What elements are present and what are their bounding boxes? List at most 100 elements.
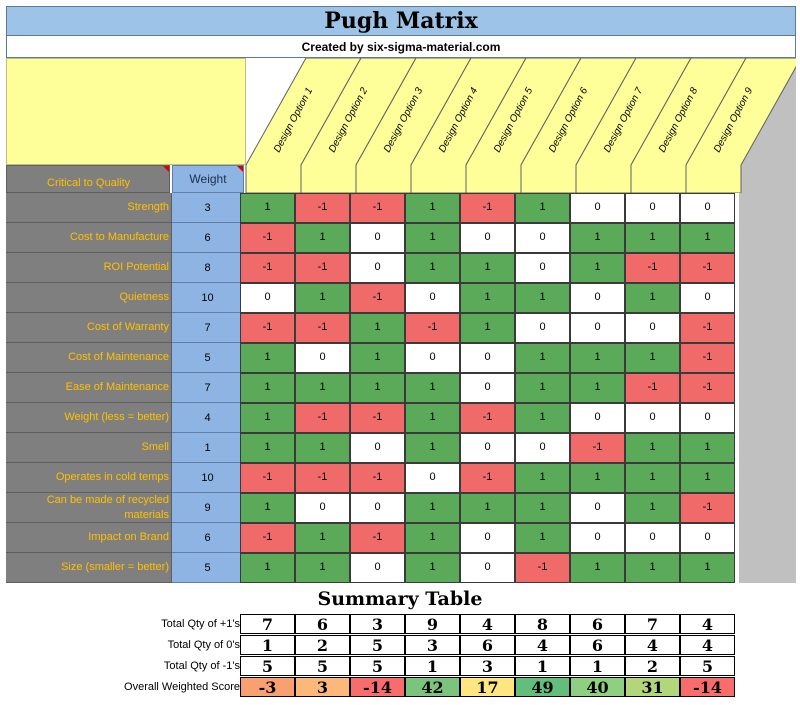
summary-cell[interactable]: 1 (240, 635, 295, 655)
summary-cell[interactable]: 17 (460, 677, 515, 697)
score-cell[interactable]: -1 (625, 373, 680, 403)
score-cell[interactable]: 1 (570, 343, 625, 373)
score-cell[interactable]: 1 (570, 463, 625, 493)
weight-cell[interactable]: 3 (172, 193, 244, 223)
score-cell[interactable]: 1 (515, 403, 570, 433)
score-cell[interactable]: 0 (680, 193, 735, 223)
score-cell[interactable]: 1 (405, 253, 460, 283)
score-cell[interactable]: 0 (460, 373, 515, 403)
score-cell[interactable]: 0 (240, 283, 295, 313)
score-cell[interactable]: 0 (515, 253, 570, 283)
score-cell[interactable]: 0 (350, 493, 405, 523)
score-cell[interactable]: 1 (515, 523, 570, 553)
score-cell[interactable]: 1 (295, 553, 350, 583)
ctq-label-cell[interactable]: Can be made of recycled materials (6, 493, 172, 523)
score-cell[interactable]: 1 (405, 403, 460, 433)
score-cell[interactable]: 1 (460, 283, 515, 313)
score-cell[interactable]: 1 (625, 343, 680, 373)
weight-header[interactable]: Weight (172, 165, 244, 193)
score-cell[interactable]: -1 (680, 253, 735, 283)
summary-cell[interactable]: 6 (570, 635, 625, 655)
score-cell[interactable]: -1 (350, 523, 405, 553)
score-cell[interactable]: 1 (350, 343, 405, 373)
score-cell[interactable]: 0 (570, 313, 625, 343)
score-cell[interactable]: -1 (295, 403, 350, 433)
summary-cell[interactable]: 5 (295, 656, 350, 676)
score-cell[interactable]: 0 (460, 553, 515, 583)
score-cell[interactable]: 0 (680, 283, 735, 313)
summary-cell[interactable]: 4 (625, 635, 680, 655)
score-cell[interactable]: 1 (625, 223, 680, 253)
score-cell[interactable]: 0 (625, 523, 680, 553)
score-cell[interactable]: 0 (570, 193, 625, 223)
weight-cell[interactable]: 5 (172, 343, 244, 373)
score-cell[interactable]: 0 (460, 523, 515, 553)
score-cell[interactable]: 1 (460, 253, 515, 283)
summary-cell[interactable]: 42 (405, 677, 460, 697)
score-cell[interactable]: -1 (460, 463, 515, 493)
weight-cell[interactable]: 9 (172, 493, 244, 523)
score-cell[interactable]: 1 (295, 223, 350, 253)
summary-cell[interactable]: 6 (570, 614, 625, 634)
score-cell[interactable]: 1 (405, 553, 460, 583)
summary-cell[interactable]: 31 (625, 677, 680, 697)
score-cell[interactable]: -1 (570, 433, 625, 463)
score-cell[interactable]: -1 (240, 223, 295, 253)
score-cell[interactable]: 1 (405, 193, 460, 223)
score-cell[interactable]: 1 (460, 493, 515, 523)
summary-cell[interactable]: 2 (625, 656, 680, 676)
summary-cell[interactable]: 6 (295, 614, 350, 634)
score-cell[interactable]: 0 (680, 523, 735, 553)
ctq-label-cell[interactable]: Strength (6, 193, 172, 223)
weight-cell[interactable]: 8 (172, 253, 244, 283)
score-cell[interactable]: 0 (460, 433, 515, 463)
summary-cell[interactable]: 3 (295, 677, 350, 697)
score-cell[interactable]: 0 (350, 253, 405, 283)
score-cell[interactable]: 0 (405, 343, 460, 373)
score-cell[interactable]: 0 (405, 283, 460, 313)
ctq-label-cell[interactable]: Cost to Manufacture (6, 223, 172, 253)
ctq-label-cell[interactable]: Operates in cold temps (6, 463, 172, 493)
ctq-label-cell[interactable]: Impact on Brand (6, 523, 172, 553)
score-cell[interactable]: -1 (240, 523, 295, 553)
score-cell[interactable]: 0 (515, 313, 570, 343)
score-cell[interactable]: 0 (350, 553, 405, 583)
score-cell[interactable]: 1 (405, 493, 460, 523)
score-cell[interactable]: 1 (405, 373, 460, 403)
score-cell[interactable]: 1 (460, 313, 515, 343)
score-cell[interactable]: -1 (515, 553, 570, 583)
score-cell[interactable]: 0 (570, 523, 625, 553)
summary-cell[interactable]: 1 (570, 656, 625, 676)
score-cell[interactable]: -1 (295, 313, 350, 343)
score-cell[interactable]: 1 (350, 373, 405, 403)
score-cell[interactable]: 1 (240, 403, 295, 433)
score-cell[interactable]: 0 (460, 343, 515, 373)
score-cell[interactable]: 1 (295, 283, 350, 313)
summary-cell[interactable]: 6 (460, 635, 515, 655)
weight-cell[interactable]: 5 (172, 553, 244, 583)
summary-cell[interactable]: 3 (460, 656, 515, 676)
score-cell[interactable]: -1 (350, 283, 405, 313)
summary-cell[interactable]: 49 (515, 677, 570, 697)
score-cell[interactable]: 0 (515, 433, 570, 463)
summary-cell[interactable]: 4 (680, 614, 735, 634)
weight-cell[interactable]: 4 (172, 403, 244, 433)
score-cell[interactable]: 1 (405, 433, 460, 463)
score-cell[interactable]: -1 (295, 193, 350, 223)
summary-cell[interactable]: 2 (295, 635, 350, 655)
score-cell[interactable]: 0 (570, 493, 625, 523)
score-cell[interactable]: 1 (350, 313, 405, 343)
score-cell[interactable]: -1 (680, 493, 735, 523)
summary-cell[interactable]: 1 (515, 656, 570, 676)
score-cell[interactable]: 0 (295, 493, 350, 523)
summary-cell[interactable]: -14 (680, 677, 735, 697)
score-cell[interactable]: 1 (680, 463, 735, 493)
score-cell[interactable]: 1 (570, 373, 625, 403)
ctq-label-cell[interactable]: ROI Potential (6, 253, 172, 283)
score-cell[interactable]: 1 (515, 493, 570, 523)
score-cell[interactable]: 0 (680, 403, 735, 433)
score-cell[interactable]: 1 (515, 343, 570, 373)
score-cell[interactable]: 1 (625, 433, 680, 463)
score-cell[interactable]: 0 (405, 463, 460, 493)
score-cell[interactable]: -1 (350, 463, 405, 493)
